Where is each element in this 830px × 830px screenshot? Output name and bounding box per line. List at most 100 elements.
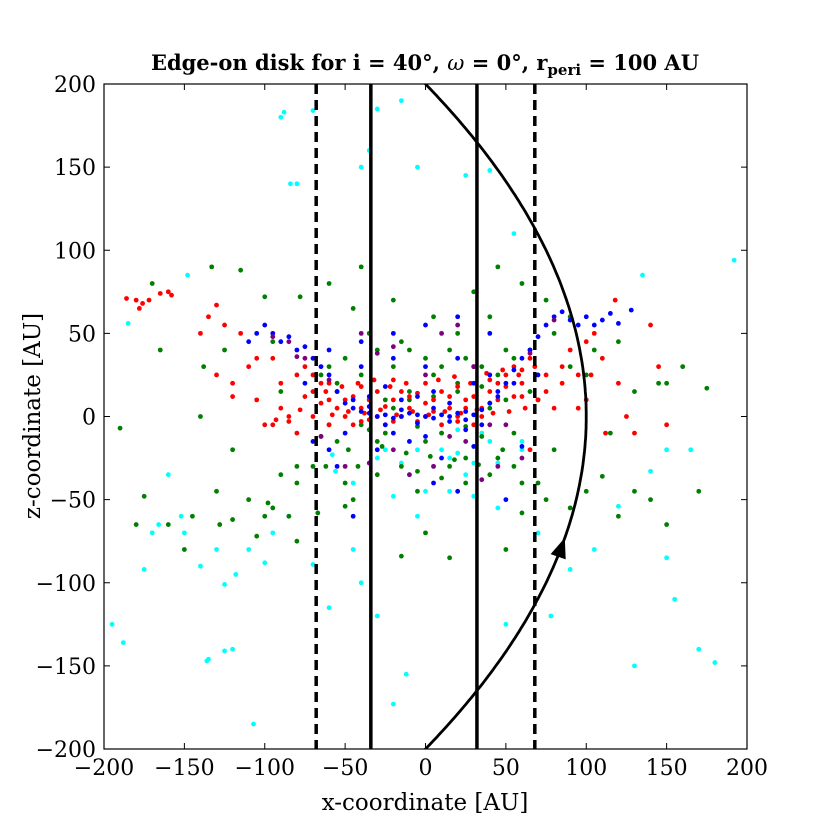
cyan-point bbox=[731, 257, 737, 263]
cyan-point bbox=[204, 658, 210, 664]
blue-point bbox=[302, 344, 308, 350]
green-point bbox=[278, 472, 284, 478]
red-point bbox=[447, 394, 453, 399]
green-point bbox=[254, 533, 260, 539]
green-point bbox=[278, 389, 284, 394]
cyan-point bbox=[415, 447, 420, 453]
cyan-point bbox=[463, 472, 469, 478]
red-point bbox=[169, 292, 174, 298]
green-point bbox=[503, 397, 509, 403]
cyan-point bbox=[688, 447, 694, 453]
green-point bbox=[463, 424, 469, 429]
green-point bbox=[382, 430, 388, 436]
green-point bbox=[398, 553, 404, 559]
red-point bbox=[616, 380, 621, 386]
cyan-point bbox=[374, 106, 380, 112]
red-point bbox=[500, 367, 506, 373]
red-point bbox=[516, 372, 522, 378]
blue-point bbox=[342, 400, 348, 406]
red-point bbox=[326, 380, 332, 386]
cyan-point bbox=[181, 530, 187, 536]
red-point bbox=[254, 355, 260, 361]
blue-point bbox=[447, 400, 453, 406]
cyan-point bbox=[632, 663, 637, 669]
green-point bbox=[318, 372, 324, 378]
blue-point bbox=[628, 307, 634, 313]
blue-point bbox=[398, 414, 404, 419]
red-point bbox=[463, 397, 469, 403]
green-point bbox=[297, 294, 303, 300]
blue-point bbox=[591, 322, 597, 328]
purple-point bbox=[439, 330, 444, 336]
green-point bbox=[567, 364, 573, 370]
green-point bbox=[500, 447, 506, 453]
blue-point bbox=[479, 422, 485, 428]
green-point bbox=[165, 522, 171, 527]
blue-point bbox=[495, 389, 501, 394]
green-point bbox=[217, 522, 223, 527]
green-point bbox=[519, 510, 525, 516]
blue-point bbox=[390, 430, 396, 436]
purple-point bbox=[270, 334, 276, 340]
green-point bbox=[326, 364, 332, 370]
red-point bbox=[588, 372, 594, 378]
purple-point bbox=[503, 422, 509, 428]
green-point bbox=[696, 488, 702, 494]
cyan-point bbox=[591, 547, 597, 552]
blue-point bbox=[310, 355, 316, 361]
blue-point bbox=[463, 417, 469, 423]
green-point bbox=[350, 306, 356, 311]
red-point bbox=[222, 322, 227, 328]
blue-point bbox=[616, 321, 621, 326]
red-point bbox=[559, 380, 565, 386]
blue-point bbox=[398, 397, 404, 403]
green-point bbox=[157, 347, 163, 353]
blue-point bbox=[455, 355, 461, 361]
cyan-point bbox=[109, 621, 115, 627]
cyan-point bbox=[329, 452, 335, 458]
red-point bbox=[133, 297, 139, 303]
x-tick-label: −150 bbox=[154, 756, 214, 781]
green-point bbox=[415, 424, 420, 429]
red-point bbox=[318, 400, 324, 406]
blue-point bbox=[390, 330, 396, 336]
blue-point bbox=[278, 339, 284, 345]
cyan-point bbox=[165, 472, 171, 478]
green-point bbox=[439, 430, 444, 436]
red-point bbox=[310, 414, 316, 419]
x-tick-label: −200 bbox=[74, 756, 134, 781]
blue-point bbox=[495, 394, 501, 399]
blue-point bbox=[463, 427, 469, 433]
cyan-point bbox=[415, 164, 420, 170]
blue-point bbox=[503, 380, 509, 386]
green-point bbox=[664, 522, 670, 527]
red-point bbox=[246, 364, 252, 370]
blue-point bbox=[326, 372, 332, 378]
red-point bbox=[487, 377, 493, 383]
red-point bbox=[371, 377, 377, 383]
green-point bbox=[583, 488, 589, 494]
cyan-point bbox=[358, 580, 364, 586]
blue-point bbox=[559, 309, 565, 315]
red-point bbox=[463, 405, 469, 411]
blue-point bbox=[535, 334, 541, 340]
green-point bbox=[495, 264, 501, 270]
red-point bbox=[297, 407, 303, 413]
purple-point bbox=[390, 447, 396, 453]
green-point bbox=[599, 473, 605, 479]
blue-point bbox=[447, 419, 453, 424]
red-point bbox=[355, 380, 361, 386]
green-point bbox=[479, 434, 485, 439]
cyan-point bbox=[390, 701, 396, 707]
cyan-point bbox=[156, 522, 162, 527]
blue-point bbox=[415, 420, 420, 426]
red-point bbox=[286, 414, 292, 419]
green-point bbox=[270, 339, 276, 345]
blue-point bbox=[382, 422, 388, 428]
green-point bbox=[527, 389, 533, 394]
red-point bbox=[455, 384, 461, 389]
cyan-point bbox=[222, 648, 227, 654]
green-point bbox=[201, 364, 207, 370]
red-point bbox=[326, 397, 332, 403]
green-point bbox=[503, 547, 509, 552]
